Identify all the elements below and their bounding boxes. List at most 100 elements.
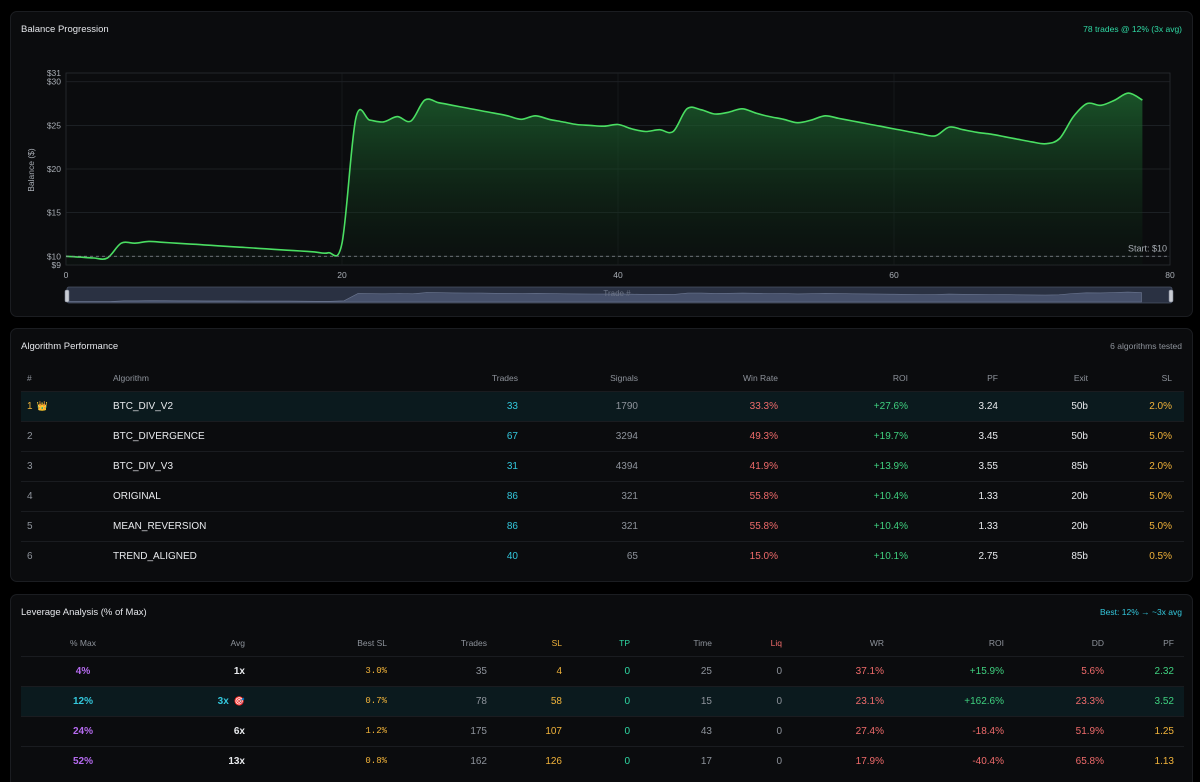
algorithm-name: MEAN_REVERSION (113, 520, 207, 532)
leverage-roi: -18.4% (972, 725, 1004, 737)
col-dd: DD (1091, 637, 1104, 648)
col-trades: Trades (460, 637, 487, 648)
leverage-time: 17 (700, 755, 712, 767)
leverage-sl: 107 (545, 725, 562, 737)
algorithm-signals: 1790 (615, 400, 638, 412)
algorithm-win-rate: 41.9% (749, 460, 778, 472)
x-tick-label: 40 (613, 270, 623, 280)
algorithm-row[interactable]: 4 ORIGINAL 86 321 55.8% +10.4% 1.33 20b 5.0% (21, 480, 1184, 511)
algorithm-signals: 4394 (615, 460, 638, 472)
col-roi: ROI (988, 637, 1004, 648)
leverage-tp: 0 (624, 695, 630, 707)
algorithm-row[interactable]: 6 TREND_ALIGNED 40 65 15.0% +10.1% 2.75 85b 0.5% (21, 540, 1184, 571)
y-tick-label: $20 (47, 164, 61, 174)
leverage-dd: 65.8% (1075, 755, 1104, 767)
leverage-avg: 6x (233, 725, 245, 737)
algorithm-trades: 86 (506, 520, 518, 532)
leverage-sl: 4 (556, 665, 562, 677)
algorithm-header-row: # Algorithm Trades Signals Win Rate ROI … (21, 365, 1184, 391)
algorithm-roi: +10.4% (873, 520, 908, 532)
col-liq: Liq (770, 637, 782, 648)
algorithm-rank: 4 (27, 490, 33, 502)
leverage-best-sl: 0.7% (365, 696, 387, 706)
algorithm-rank: 1 (27, 400, 33, 412)
col-win-rate: Win Rate (743, 372, 778, 383)
leverage-best-sl: 3.0% (365, 666, 387, 676)
algorithm-title: Algorithm Performance (21, 341, 119, 352)
crown-icon: 👑 (36, 400, 48, 411)
leverage-wr: 17.9% (855, 755, 884, 767)
algorithm-trades: 33 (506, 400, 518, 412)
algorithm-signals: 3294 (615, 430, 638, 442)
leverage-roi: -40.4% (972, 755, 1004, 767)
x-tick-label: 0 (64, 270, 69, 280)
col-algorithm: Algorithm (113, 372, 149, 383)
algorithm-win-rate: 55.8% (749, 520, 778, 532)
col-pf: PF (1163, 637, 1174, 648)
leverage-best-sl: 1.2% (365, 726, 387, 736)
leverage-pf: 1.13 (1154, 755, 1174, 767)
algorithm-table: # Algorithm Trades Signals Win Rate ROI … (21, 365, 1184, 571)
x-tick-label: 60 (889, 270, 899, 280)
slider-handle-right[interactable] (1168, 289, 1174, 303)
algorithm-exit: 50b (1071, 400, 1088, 412)
leverage-liq: 0 (776, 665, 782, 677)
algorithm-row[interactable]: 5 MEAN_REVERSION 86 321 55.8% +10.4% 1.33 20b 5.… (21, 510, 1184, 541)
algorithm-panel: Algorithm Performance 6 algorithms teste… (10, 328, 1193, 582)
leverage-table: % Max Avg Best SL Trades SL TP Time Liq … (21, 630, 1184, 776)
balance-series-line[interactable] (65, 92, 1143, 260)
algorithm-roi: +19.7% (873, 430, 908, 442)
leverage-row[interactable]: 52% 13x 0.8% 162 126 0 17 0 17.9% -40.4% 65.8% 1.13 (21, 745, 1184, 776)
leverage-time: 43 (700, 725, 712, 737)
algorithm-trades: 67 (506, 430, 518, 442)
leverage-liq: 0 (776, 755, 782, 767)
leverage-liq: 0 (776, 695, 782, 707)
start-label: Start: $10 (1128, 243, 1167, 253)
algorithm-row[interactable]: 3 BTC_DIV_V3 31 4394 41.9% +13.9% 3.55 85b 2.0% (21, 450, 1184, 481)
algorithm-signals: 65 (626, 550, 638, 562)
leverage-trades: 78 (475, 695, 487, 707)
col-best-sl: Best SL (357, 637, 387, 648)
algorithm-rank: 3 (27, 460, 33, 472)
col-time: Time (693, 637, 712, 648)
x-tick-label: 80 (1165, 270, 1175, 280)
algorithm-name: BTC_DIV_V3 (113, 460, 174, 472)
leverage-meta: Best: 12% → ~3x avg (1100, 607, 1182, 617)
balance-chart[interactable]: $9$10 $15 $20 $25 $30$31 0 20 40 60 80 Start: $1… (11, 12, 1192, 316)
leverage-avg: 3x (217, 695, 229, 707)
leverage-pf: 2.32 (1154, 665, 1174, 677)
algorithm-pf: 1.33 (978, 520, 998, 532)
algorithm-pf: 2.75 (978, 550, 998, 562)
balance-panel: Balance Progression 78 trades @ 12% (3x … (10, 11, 1193, 317)
leverage-avg: 1x (233, 665, 245, 677)
x-tick-label: 20 (337, 270, 347, 280)
algorithm-exit: 85b (1071, 460, 1088, 472)
algorithm-signals: 321 (621, 490, 638, 502)
algorithm-exit: 20b (1071, 490, 1088, 502)
y-tick-labels: $9$10 $15 $20 $25 $30$31 (47, 68, 61, 270)
algorithm-rank: 5 (27, 520, 33, 532)
col-pct-max: % Max (70, 637, 96, 648)
algorithm-sl: 2.0% (1149, 460, 1172, 472)
leverage-row[interactable]: 12% 3x 🎯 0.7% 78 58 0 15 0 23.1% +162.6% 23.3% 3.52 (21, 685, 1184, 716)
algorithm-roi: +13.9% (873, 460, 908, 472)
leverage-tp: 0 (624, 665, 630, 677)
leverage-trades: 162 (470, 755, 487, 767)
range-slider[interactable]: Trade # (64, 286, 1174, 304)
col-avg: Avg (230, 637, 246, 648)
leverage-header-row: % Max Avg Best SL Trades SL TP Time Liq … (21, 630, 1184, 656)
algorithm-row[interactable]: 2 BTC_DIVERGENCE 67 3294 49.3% +19.7% 3.45 50b 5… (21, 420, 1184, 451)
y-tick-label: $30 (47, 77, 61, 87)
leverage-pf: 3.52 (1154, 695, 1174, 707)
balance-meta: 78 trades @ 12% (3x avg) (1083, 24, 1182, 34)
slider-handle-left[interactable] (64, 289, 70, 303)
leverage-row[interactable]: 4% 1x 3.0% 35 4 0 25 0 37.1% +15.9% 5.6% 2.32 (21, 655, 1184, 686)
leverage-row[interactable]: 24% 6x 1.2% 175 107 0 43 0 27.4% -18.4% 51.9% 1.25 (21, 715, 1184, 746)
algorithm-sl: 2.0% (1149, 400, 1172, 412)
leverage-dd: 23.3% (1075, 695, 1104, 707)
algorithm-row[interactable]: 1 👑 BTC_DIV_V2 33 1790 33.3% +27.6% 3.24 50b 2.0% (21, 390, 1184, 421)
col-pf: PF (987, 372, 998, 383)
algorithm-exit: 85b (1071, 550, 1088, 562)
algorithm-signals: 321 (621, 520, 638, 532)
balance-area (66, 93, 1143, 265)
